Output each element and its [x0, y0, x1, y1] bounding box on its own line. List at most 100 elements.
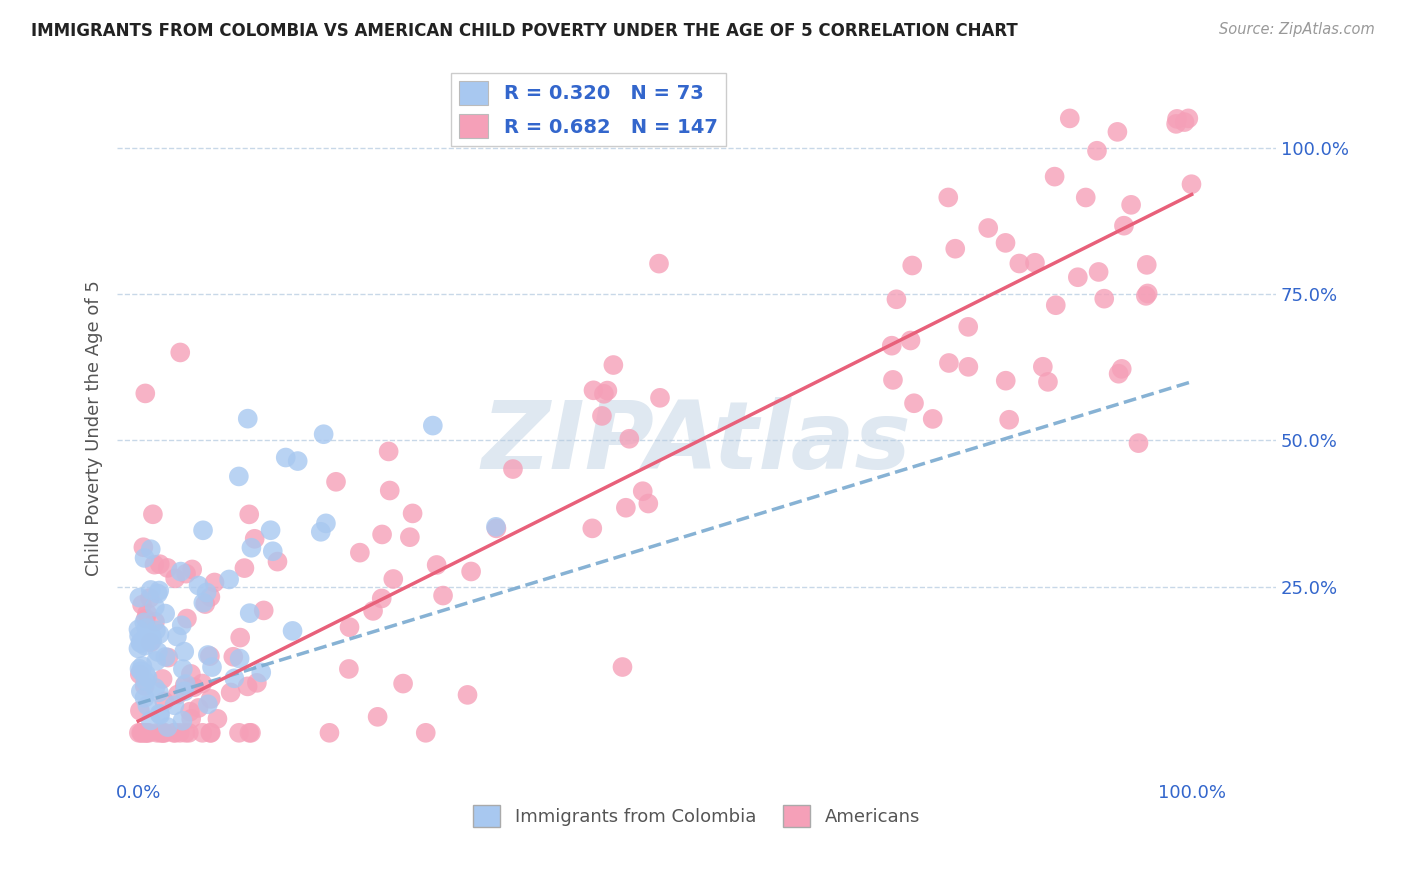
Point	[165, 726, 187, 740]
Point	[1166, 112, 1188, 126]
Text: Source: ZipAtlas.com: Source: ZipAtlas.com	[1219, 22, 1375, 37]
Point	[236, 411, 259, 425]
Point	[129, 636, 152, 650]
Point	[1128, 436, 1150, 450]
Point	[1173, 115, 1195, 129]
Point	[145, 654, 167, 668]
Point	[191, 523, 214, 537]
Point	[1111, 362, 1133, 376]
Point	[378, 483, 401, 498]
Point	[197, 698, 219, 712]
Point	[201, 660, 224, 674]
Point	[882, 373, 904, 387]
Point	[1107, 125, 1129, 139]
Point	[236, 679, 259, 693]
Point	[1136, 286, 1159, 301]
Point	[177, 726, 200, 740]
Point	[166, 688, 188, 702]
Point	[153, 694, 176, 708]
Point	[240, 541, 263, 555]
Point	[180, 712, 202, 726]
Point	[401, 507, 423, 521]
Point	[180, 666, 202, 681]
Point	[134, 673, 156, 688]
Point	[136, 671, 159, 685]
Point	[143, 681, 166, 695]
Point	[200, 590, 222, 604]
Legend: Immigrants from Colombia, Americans: Immigrants from Colombia, Americans	[465, 797, 927, 834]
Point	[281, 624, 304, 638]
Point	[228, 726, 250, 740]
Point	[139, 582, 162, 597]
Point	[880, 339, 903, 353]
Point	[253, 603, 276, 617]
Point	[156, 561, 179, 575]
Point	[1045, 298, 1067, 312]
Point	[143, 558, 166, 572]
Point	[266, 555, 288, 569]
Point	[957, 319, 980, 334]
Point	[250, 665, 273, 680]
Point	[274, 450, 297, 465]
Point	[194, 597, 217, 611]
Point	[994, 235, 1017, 250]
Point	[163, 698, 186, 713]
Point	[143, 615, 166, 629]
Point	[1043, 169, 1066, 184]
Point	[152, 726, 174, 740]
Point	[145, 624, 167, 638]
Point	[148, 627, 170, 641]
Point	[142, 508, 165, 522]
Point	[1085, 144, 1108, 158]
Point	[426, 558, 449, 572]
Point	[193, 596, 215, 610]
Point	[382, 572, 405, 586]
Point	[1087, 265, 1109, 279]
Point	[1180, 178, 1202, 192]
Point	[139, 714, 162, 728]
Point	[187, 578, 209, 592]
Point	[135, 621, 157, 635]
Point	[128, 629, 150, 643]
Point	[218, 573, 240, 587]
Point	[179, 705, 201, 719]
Point	[135, 726, 157, 740]
Point	[339, 620, 361, 634]
Point	[901, 259, 924, 273]
Point	[432, 589, 454, 603]
Point	[596, 384, 619, 398]
Point	[593, 387, 616, 401]
Point	[173, 645, 195, 659]
Point	[172, 662, 194, 676]
Point	[149, 726, 172, 740]
Point	[1074, 190, 1097, 204]
Point	[146, 645, 169, 659]
Point	[422, 418, 444, 433]
Point	[1108, 367, 1130, 381]
Point	[149, 707, 172, 722]
Point	[1059, 112, 1081, 126]
Point	[165, 571, 187, 585]
Text: ZIPAtlas: ZIPAtlas	[482, 397, 911, 489]
Point	[619, 432, 641, 446]
Point	[229, 631, 252, 645]
Y-axis label: Child Poverty Under the Age of 5: Child Poverty Under the Age of 5	[86, 281, 103, 576]
Point	[485, 521, 508, 535]
Point	[637, 496, 659, 510]
Point	[174, 566, 197, 581]
Point	[238, 508, 260, 522]
Point	[200, 726, 222, 740]
Point	[219, 685, 242, 699]
Point	[129, 684, 152, 698]
Point	[614, 500, 637, 515]
Point	[129, 704, 152, 718]
Point	[153, 726, 176, 740]
Point	[191, 676, 214, 690]
Point	[172, 714, 194, 728]
Point	[134, 726, 156, 740]
Point	[998, 413, 1021, 427]
Point	[135, 612, 157, 626]
Point	[156, 720, 179, 734]
Point	[149, 557, 172, 571]
Point	[134, 615, 156, 630]
